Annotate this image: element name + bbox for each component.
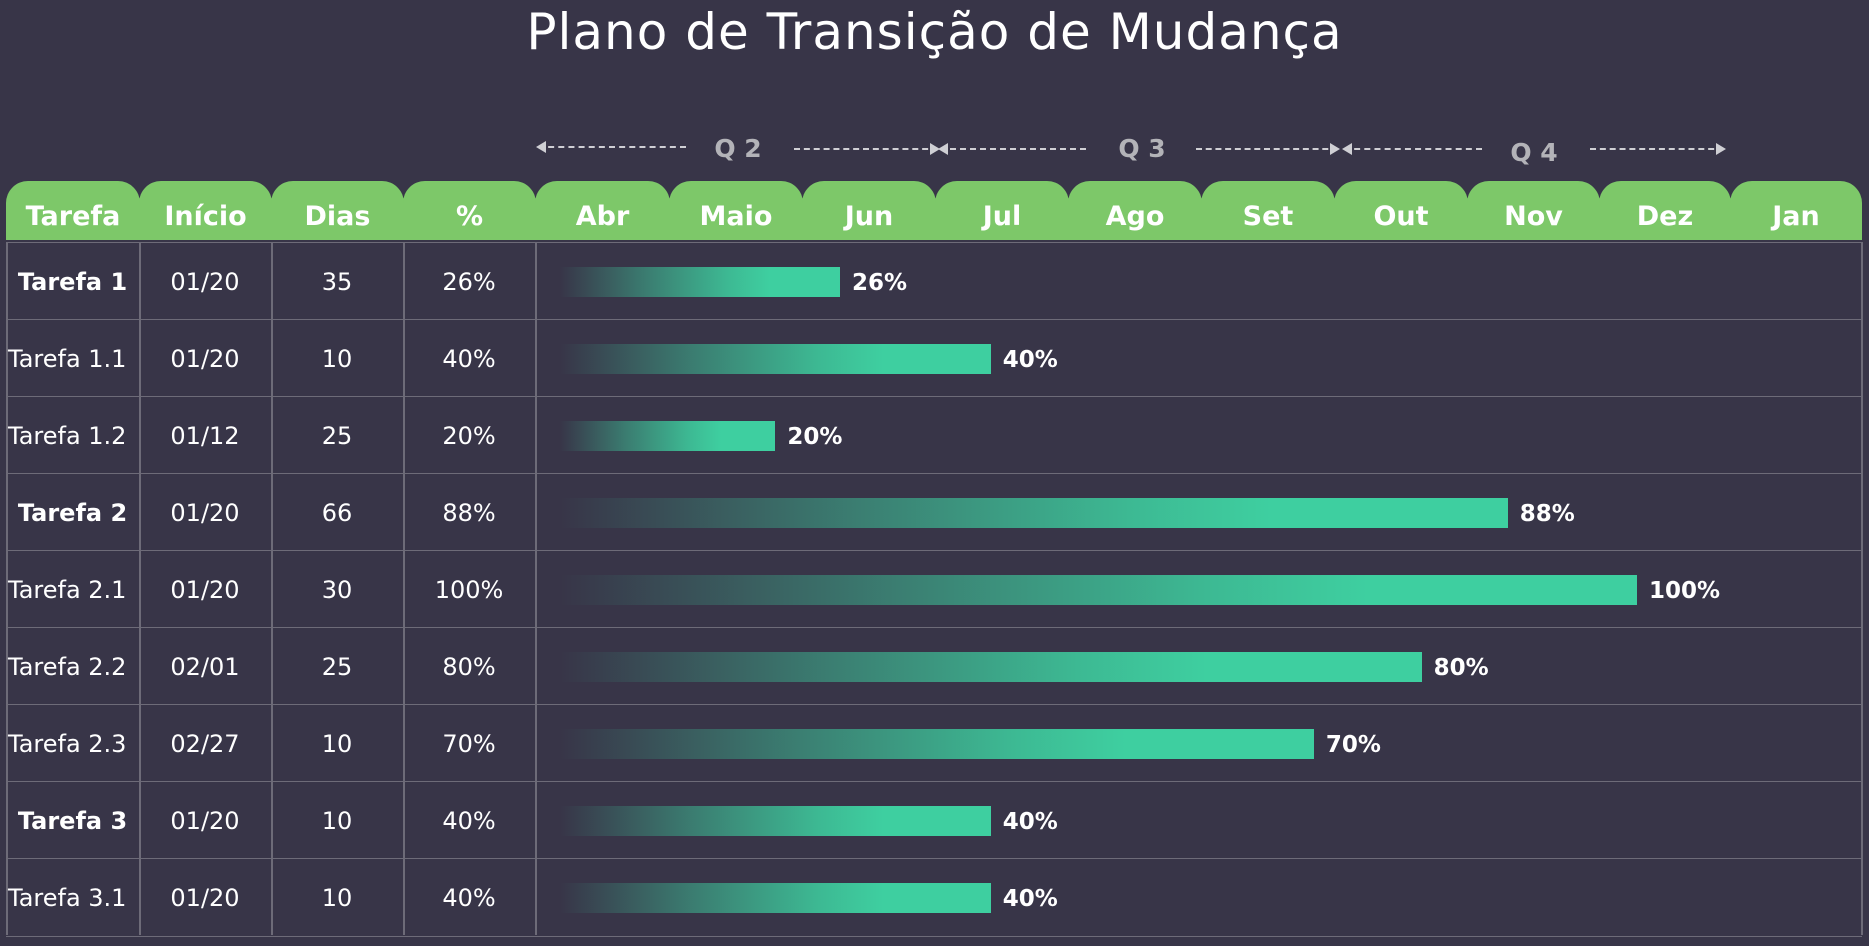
- task-percent: 80%: [442, 652, 496, 681]
- progress-bar: [560, 883, 991, 913]
- chart-title: Plano de Transição de Mudança: [526, 3, 1343, 61]
- bar-label: 40%: [1002, 809, 1058, 835]
- header-month-set: Set: [1201, 181, 1335, 240]
- bar-label: 100%: [1649, 578, 1721, 604]
- bar-label: 20%: [787, 424, 843, 450]
- task-start: 02/27: [170, 729, 240, 758]
- q4-right-arrow: [1590, 143, 1726, 155]
- progress-bar: [560, 575, 1637, 605]
- task-name: Tarefa 3.1: [8, 883, 127, 912]
- task-table: Tarefa 1 01/20 35 26% 26% Tarefa 1.1 01/20 10 40…: [6, 242, 1863, 938]
- progress-bar: [560, 267, 841, 297]
- header-percent: %: [403, 181, 536, 240]
- task-percent: 20%: [442, 421, 496, 450]
- grid-vline: [139, 242, 141, 935]
- task-start: 01/20: [170, 806, 240, 835]
- task-name: Tarefa 1: [17, 267, 128, 296]
- bar-label: 88%: [1519, 501, 1575, 527]
- task-start: 01/20: [170, 883, 240, 912]
- bar-label: 80%: [1433, 655, 1489, 681]
- table-row: Tarefa 2 01/20 66 88% 88%: [6, 473, 1862, 551]
- progress-bar: [560, 729, 1314, 759]
- header-month-dez: Dez: [1599, 181, 1731, 240]
- task-days: 66: [321, 498, 353, 527]
- table-row: Tarefa 2.3 02/27 10 70% 70%: [6, 704, 1862, 782]
- q2-left-arrow: [536, 141, 686, 153]
- header-month-out: Out: [1334, 181, 1468, 240]
- task-percent: 40%: [442, 344, 496, 373]
- task-days: 25: [321, 652, 353, 681]
- task-percent: 100%: [434, 575, 504, 604]
- bar-label: 40%: [1002, 347, 1058, 373]
- quarter-label-q4: Q 4: [1510, 138, 1558, 167]
- progress-bar: [560, 652, 1422, 682]
- task-days: 35: [321, 267, 353, 296]
- table-row: Tarefa 1 01/20 35 26% 26%: [6, 242, 1862, 320]
- task-name: Tarefa 2: [17, 498, 128, 527]
- header-inicio: Início: [139, 181, 272, 240]
- progress-bar: [560, 421, 776, 451]
- task-percent: 70%: [442, 729, 496, 758]
- grid-vline: [271, 242, 273, 935]
- task-start: 02/01: [170, 652, 240, 681]
- task-name: Tarefa 1.1: [8, 344, 127, 373]
- task-start: 01/20: [170, 575, 240, 604]
- progress-bar: [560, 344, 991, 374]
- header-month-maio: Maio: [669, 181, 803, 240]
- task-days: 10: [321, 883, 353, 912]
- quarter-band: Q 2 Q 3 Q 4: [0, 128, 1869, 172]
- task-days: 10: [321, 806, 353, 835]
- table-row: Tarefa 2.1 01/20 30 100% 100%: [6, 550, 1862, 628]
- table-row: Tarefa 1.1 01/20 10 40% 40%: [6, 319, 1862, 397]
- header-month-jun: Jun: [802, 181, 936, 240]
- q3-left-arrow: [938, 143, 1086, 155]
- q2-right-arrow: [794, 143, 940, 155]
- header-month-jul: Jul: [935, 181, 1069, 240]
- q4-left-arrow: [1342, 143, 1482, 155]
- bar-label: 70%: [1325, 732, 1381, 758]
- grid-vline: [403, 242, 405, 935]
- q3-right-arrow: [1196, 143, 1340, 155]
- quarter-label-q2: Q 2: [714, 134, 762, 163]
- task-start: 01/20: [170, 267, 240, 296]
- task-days: 30: [321, 575, 353, 604]
- task-name: Tarefa 2.1: [8, 575, 127, 604]
- task-percent: 40%: [442, 806, 496, 835]
- table-row: Tarefa 2.2 02/01 25 80% 80%: [6, 627, 1862, 705]
- table-row: Tarefa 3.1 01/20 10 40% 40%: [6, 858, 1862, 937]
- progress-bar: [560, 806, 991, 836]
- task-name: Tarefa 3: [17, 806, 128, 835]
- table-header: Tarefa Início Dias % Abr Maio Jun Jul Ag…: [6, 181, 1862, 240]
- task-start: 01/20: [170, 344, 240, 373]
- task-days: 10: [321, 729, 353, 758]
- bar-label: 26%: [852, 270, 908, 296]
- progress-bar: [560, 498, 1508, 528]
- task-days: 25: [321, 421, 353, 450]
- task-start: 01/12: [170, 421, 240, 450]
- task-percent: 88%: [442, 498, 496, 527]
- header-month-nov: Nov: [1467, 181, 1600, 240]
- header-month-jan: Jan: [1730, 181, 1862, 240]
- grid-vline: [6, 242, 8, 935]
- task-percent: 40%: [442, 883, 496, 912]
- task-name: Tarefa 2.2: [8, 652, 127, 681]
- bar-label: 40%: [1002, 886, 1058, 912]
- header-tarefa: Tarefa: [6, 181, 140, 240]
- quarter-label-q3: Q 3: [1118, 134, 1166, 163]
- task-name: Tarefa 2.3: [8, 729, 127, 758]
- table-row: Tarefa 3 01/20 10 40% 40%: [6, 781, 1862, 859]
- header-month-abr: Abr: [535, 181, 670, 240]
- task-start: 01/20: [170, 498, 240, 527]
- header-dias: Dias: [271, 181, 404, 240]
- grid-vline: [1861, 242, 1863, 935]
- grid-vline: [535, 242, 537, 935]
- table-row: Tarefa 1.2 01/12 25 20% 20%: [6, 396, 1862, 474]
- task-days: 10: [321, 344, 353, 373]
- header-month-ago: Ago: [1068, 181, 1202, 240]
- task-percent: 26%: [442, 267, 496, 296]
- task-name: Tarefa 1.2: [8, 421, 127, 450]
